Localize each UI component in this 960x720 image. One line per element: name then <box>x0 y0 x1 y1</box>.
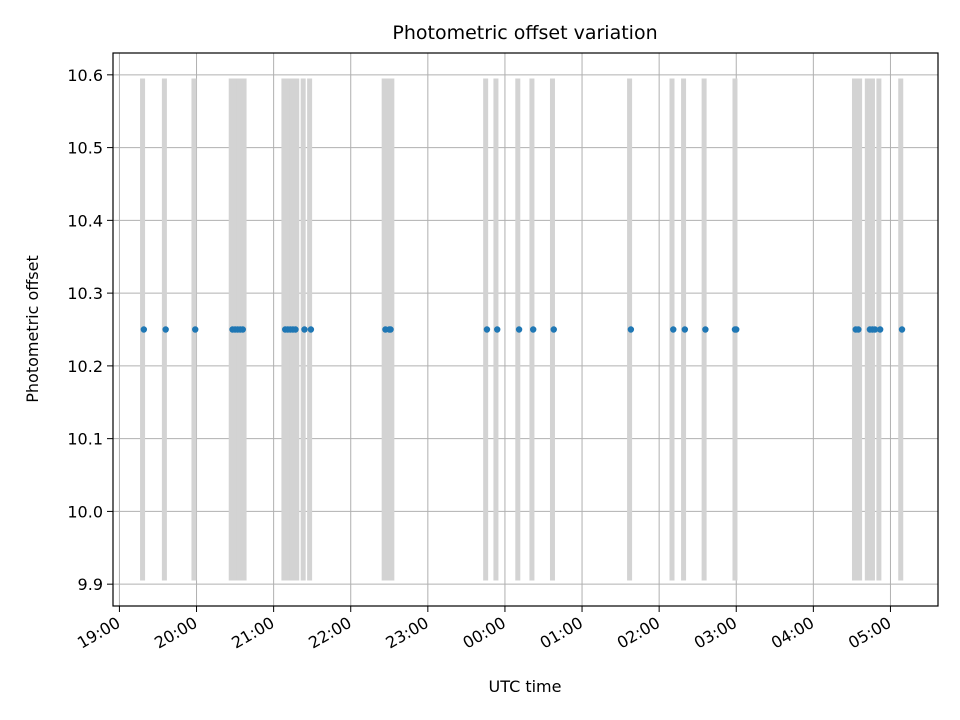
data-point <box>387 326 394 333</box>
y-tick-label: 10.3 <box>67 284 103 303</box>
y-tick-label: 10.5 <box>67 139 103 158</box>
y-axis-label: Photometric offset <box>23 255 42 403</box>
data-point <box>292 326 299 333</box>
chart-title: Photometric offset variation <box>392 22 657 44</box>
data-point <box>530 326 537 333</box>
y-tick-label: 10.4 <box>67 211 103 230</box>
y-tick-label: 9.9 <box>78 575 103 594</box>
data-point <box>550 326 557 333</box>
data-point <box>494 326 501 333</box>
y-axis-ticks: 9.9 10.0 10.1 10.2 10.3 10.4 10.5 10.6 <box>67 66 113 594</box>
data-point <box>898 326 906 333</box>
y-tick-label: 10.0 <box>67 502 103 521</box>
y-tick-label: 10.1 <box>67 430 103 449</box>
data-point <box>515 326 523 333</box>
data-point <box>239 326 246 333</box>
data-point <box>876 326 884 333</box>
data-point <box>301 326 308 333</box>
y-tick-label: 10.6 <box>67 66 103 85</box>
data-point <box>670 326 677 333</box>
data-points <box>140 326 906 333</box>
data-point <box>871 326 879 333</box>
data-point <box>162 326 169 333</box>
data-point <box>483 326 491 333</box>
y-tick-label: 10.2 <box>67 357 103 376</box>
x-axis-label: UTC time <box>489 677 562 696</box>
data-point <box>855 326 862 333</box>
data-point <box>140 326 148 333</box>
data-point <box>681 326 689 333</box>
data-point <box>307 326 315 333</box>
data-point <box>702 326 709 333</box>
data-point <box>733 326 740 333</box>
plot-frame <box>112 52 939 607</box>
data-point <box>627 326 635 333</box>
data-point <box>192 326 199 333</box>
